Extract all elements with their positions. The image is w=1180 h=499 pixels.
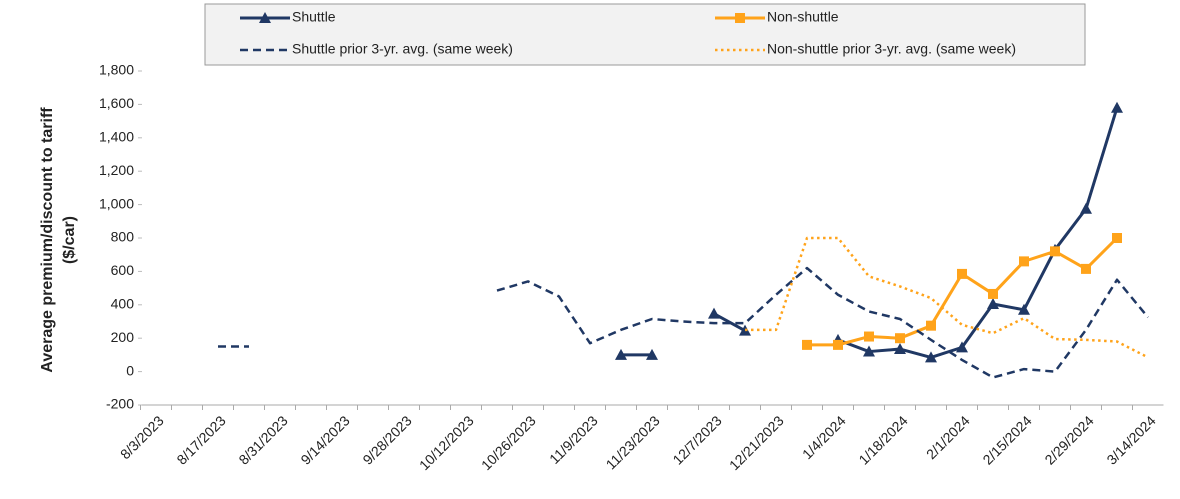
series-line bbox=[837, 107, 1119, 359]
data-point bbox=[1112, 233, 1122, 243]
x-tick-label: 11/23/2023 bbox=[603, 412, 663, 472]
data-point bbox=[1019, 256, 1029, 267]
y-tick-label: 400 bbox=[111, 296, 135, 312]
legend-label: Non-shuttle prior 3-yr. avg. (same week) bbox=[767, 41, 1016, 57]
y-tick-label: 1,800 bbox=[99, 62, 134, 78]
data-point bbox=[988, 288, 998, 299]
legend-label: Shuttle prior 3-yr. avg. (same week) bbox=[292, 41, 513, 57]
x-tick-label: 10/12/2023 bbox=[416, 412, 477, 473]
y-tick-label: 0 bbox=[126, 362, 134, 378]
data-point bbox=[708, 307, 720, 319]
x-tick-label: 9/28/2023 bbox=[359, 412, 415, 468]
x-tick-label: 1/18/2024 bbox=[855, 412, 911, 468]
data-point bbox=[646, 348, 658, 360]
data-point bbox=[1081, 263, 1091, 274]
y-tick-label: -200 bbox=[106, 396, 134, 412]
series-line bbox=[496, 266, 1149, 379]
y-axis-label: ($/car) bbox=[61, 216, 78, 264]
x-tick-label: 8/17/2023 bbox=[173, 412, 229, 468]
x-tick-label: 8/31/2023 bbox=[235, 412, 291, 468]
data-point bbox=[863, 345, 875, 357]
x-tick-label: 11/9/2023 bbox=[546, 412, 601, 467]
x-tick-label: 3/14/2024 bbox=[1103, 412, 1159, 468]
data-point bbox=[802, 339, 812, 350]
y-tick-label: 800 bbox=[111, 229, 135, 245]
y-tick-label: 200 bbox=[111, 329, 135, 345]
data-point bbox=[1080, 202, 1092, 214]
data-point bbox=[895, 333, 905, 344]
x-tick-label: 2/15/2024 bbox=[979, 412, 1035, 468]
series-line bbox=[745, 236, 1149, 359]
legend-label: Shuttle bbox=[292, 9, 336, 25]
data-point bbox=[956, 341, 968, 353]
x-tick-label: 2/1/2024 bbox=[923, 412, 973, 462]
data-point bbox=[957, 268, 967, 279]
data-point bbox=[615, 348, 627, 360]
x-tick-label: 10/26/2023 bbox=[478, 412, 539, 473]
data-point bbox=[926, 320, 936, 331]
x-tick-label: 12/7/2023 bbox=[669, 412, 725, 468]
legend-marker bbox=[735, 13, 745, 23]
data-point bbox=[894, 343, 906, 355]
x-tick-label: 8/3/2023 bbox=[117, 412, 167, 462]
x-tick-label: 9/14/2023 bbox=[297, 412, 353, 468]
legend-marker bbox=[259, 12, 271, 23]
data-point bbox=[1111, 101, 1123, 113]
legend-label: Non-shuttle bbox=[767, 9, 839, 25]
data-point bbox=[987, 297, 999, 309]
y-tick-label: 1,600 bbox=[99, 95, 134, 111]
x-tick-label: 2/29/2024 bbox=[1041, 412, 1097, 468]
data-point bbox=[864, 331, 874, 342]
y-tick-label: 1,000 bbox=[99, 195, 134, 211]
series-line bbox=[807, 236, 1119, 347]
y-tick-label: 600 bbox=[111, 262, 135, 278]
legend-box bbox=[204, 3, 1086, 66]
y-tick-label: 1,400 bbox=[99, 129, 134, 145]
data-point bbox=[833, 339, 843, 350]
data-point bbox=[1018, 303, 1030, 315]
x-tick-label: 1/4/2024 bbox=[799, 412, 849, 462]
x-tick-label: 12/21/2023 bbox=[726, 412, 787, 473]
y-axis-label: Average premium/discount to tariff bbox=[39, 107, 56, 373]
data-point bbox=[1050, 246, 1060, 257]
y-tick-label: 1,200 bbox=[99, 162, 134, 178]
data-point bbox=[925, 351, 937, 363]
